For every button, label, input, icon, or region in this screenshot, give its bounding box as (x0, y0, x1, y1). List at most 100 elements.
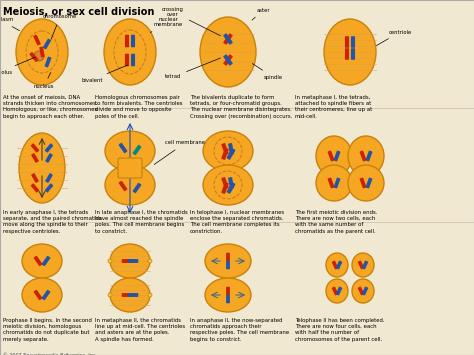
FancyBboxPatch shape (45, 143, 53, 153)
Ellipse shape (200, 17, 256, 87)
Ellipse shape (316, 136, 352, 176)
FancyBboxPatch shape (125, 54, 129, 66)
Ellipse shape (316, 165, 352, 201)
FancyBboxPatch shape (34, 290, 42, 300)
FancyBboxPatch shape (131, 54, 135, 66)
Circle shape (148, 293, 152, 297)
FancyBboxPatch shape (221, 143, 229, 155)
FancyBboxPatch shape (118, 181, 128, 191)
FancyBboxPatch shape (31, 153, 39, 163)
Ellipse shape (16, 19, 68, 85)
FancyBboxPatch shape (133, 183, 141, 193)
FancyBboxPatch shape (334, 151, 340, 162)
Text: The first meiotic division ends.
There are now two cells, each
with the same num: The first meiotic division ends. There a… (295, 210, 377, 234)
FancyBboxPatch shape (345, 36, 349, 48)
FancyBboxPatch shape (118, 143, 128, 153)
Circle shape (108, 259, 112, 263)
Circle shape (108, 293, 112, 297)
FancyBboxPatch shape (360, 178, 366, 189)
FancyBboxPatch shape (334, 178, 340, 189)
Ellipse shape (110, 278, 150, 312)
FancyBboxPatch shape (43, 39, 51, 49)
Text: © 2007 Encyclopaedia Britannica, Inc.: © 2007 Encyclopaedia Britannica, Inc. (3, 352, 97, 355)
FancyBboxPatch shape (226, 253, 230, 261)
Text: crossing
over: crossing over (162, 7, 220, 36)
Text: Homologous chromosomes pair
to form bivalents. The centrioles
divide and move to: Homologous chromosomes pair to form biva… (95, 95, 182, 119)
FancyBboxPatch shape (221, 182, 229, 194)
FancyBboxPatch shape (223, 33, 233, 45)
Text: The bivalents duplicate to form
tetrads, or four-chromatid groups.
The nuclear m: The bivalents duplicate to form tetrads,… (190, 95, 292, 119)
Text: In late anaphase I, the chromatids
have almost reached the spindle
poles. The ce: In late anaphase I, the chromatids have … (95, 210, 188, 234)
Text: aster: aster (252, 7, 270, 20)
FancyBboxPatch shape (328, 178, 334, 189)
Text: In metaphase II, the chromatids
line up at mid-cell. The centrioles
and asters a: In metaphase II, the chromatids line up … (95, 318, 185, 342)
FancyBboxPatch shape (29, 52, 38, 62)
FancyBboxPatch shape (31, 184, 39, 193)
Text: nucleus: nucleus (34, 72, 54, 88)
FancyBboxPatch shape (360, 151, 366, 162)
Ellipse shape (348, 165, 384, 201)
Text: In telophase I, nuclear membranes
enclose the separated chromatids.
The cell mem: In telophase I, nuclear membranes enclos… (190, 210, 284, 234)
Text: In anaphase II, the now-separated
chromatids approach their
respective poles. Th: In anaphase II, the now-separated chroma… (190, 318, 289, 342)
FancyBboxPatch shape (226, 261, 230, 269)
Text: tetrad: tetrad (165, 58, 220, 80)
FancyBboxPatch shape (223, 33, 233, 45)
Ellipse shape (105, 131, 155, 171)
FancyBboxPatch shape (365, 151, 373, 162)
Text: nucleolus: nucleolus (0, 57, 36, 75)
FancyBboxPatch shape (133, 145, 141, 155)
FancyBboxPatch shape (226, 287, 230, 295)
Text: Meiosis, or sex cell division: Meiosis, or sex cell division (3, 7, 155, 17)
FancyBboxPatch shape (358, 286, 364, 295)
FancyBboxPatch shape (42, 256, 50, 266)
FancyBboxPatch shape (122, 293, 132, 297)
Ellipse shape (203, 165, 253, 205)
FancyBboxPatch shape (122, 259, 132, 263)
FancyBboxPatch shape (336, 286, 342, 295)
Text: At the onset of meiosis, DNA
strands thicken into chromosomes.
Homologous, or li: At the onset of meiosis, DNA strands thi… (3, 95, 98, 119)
Ellipse shape (352, 279, 374, 303)
FancyBboxPatch shape (45, 173, 53, 183)
FancyBboxPatch shape (31, 173, 39, 183)
FancyBboxPatch shape (221, 148, 229, 160)
FancyBboxPatch shape (31, 143, 39, 153)
Ellipse shape (105, 165, 155, 205)
Ellipse shape (22, 278, 62, 312)
Text: centriole: centriole (376, 29, 411, 45)
Ellipse shape (352, 253, 374, 277)
Ellipse shape (348, 136, 384, 176)
FancyBboxPatch shape (358, 261, 364, 269)
Ellipse shape (22, 244, 62, 278)
Ellipse shape (205, 278, 251, 312)
FancyBboxPatch shape (223, 54, 233, 66)
FancyBboxPatch shape (362, 261, 368, 269)
Text: In metaphase I, the tetrads,
attached to spindle fibers at
their centromeres, li: In metaphase I, the tetrads, attached to… (295, 95, 372, 119)
FancyBboxPatch shape (33, 35, 41, 45)
FancyBboxPatch shape (42, 290, 50, 300)
Ellipse shape (326, 253, 348, 277)
FancyBboxPatch shape (336, 261, 342, 269)
Text: spindle: spindle (252, 64, 283, 80)
Text: In early anaphase I, the tetrads
separate, and the paired chromatids
move along : In early anaphase I, the tetrads separat… (3, 210, 102, 234)
FancyBboxPatch shape (128, 293, 138, 297)
Text: Prophase II begins. In the second
meiotic division, homologous
chromatids do not: Prophase II begins. In the second meioti… (3, 318, 92, 342)
FancyBboxPatch shape (221, 177, 229, 189)
Text: Telophase II has been completed.
There are now four cells, each
with half the nu: Telophase II has been completed. There a… (295, 318, 384, 342)
Ellipse shape (19, 133, 65, 203)
Ellipse shape (110, 244, 150, 278)
FancyBboxPatch shape (351, 48, 355, 60)
FancyBboxPatch shape (227, 182, 236, 194)
Text: chromosome: chromosome (43, 15, 77, 39)
FancyBboxPatch shape (351, 36, 355, 48)
FancyBboxPatch shape (332, 286, 338, 295)
Ellipse shape (104, 19, 156, 85)
Ellipse shape (205, 244, 251, 278)
FancyBboxPatch shape (131, 35, 135, 47)
Circle shape (148, 259, 152, 263)
Ellipse shape (203, 131, 253, 171)
FancyBboxPatch shape (125, 35, 129, 47)
FancyBboxPatch shape (34, 256, 42, 266)
FancyBboxPatch shape (228, 143, 234, 155)
FancyBboxPatch shape (365, 178, 373, 189)
FancyBboxPatch shape (39, 47, 45, 58)
